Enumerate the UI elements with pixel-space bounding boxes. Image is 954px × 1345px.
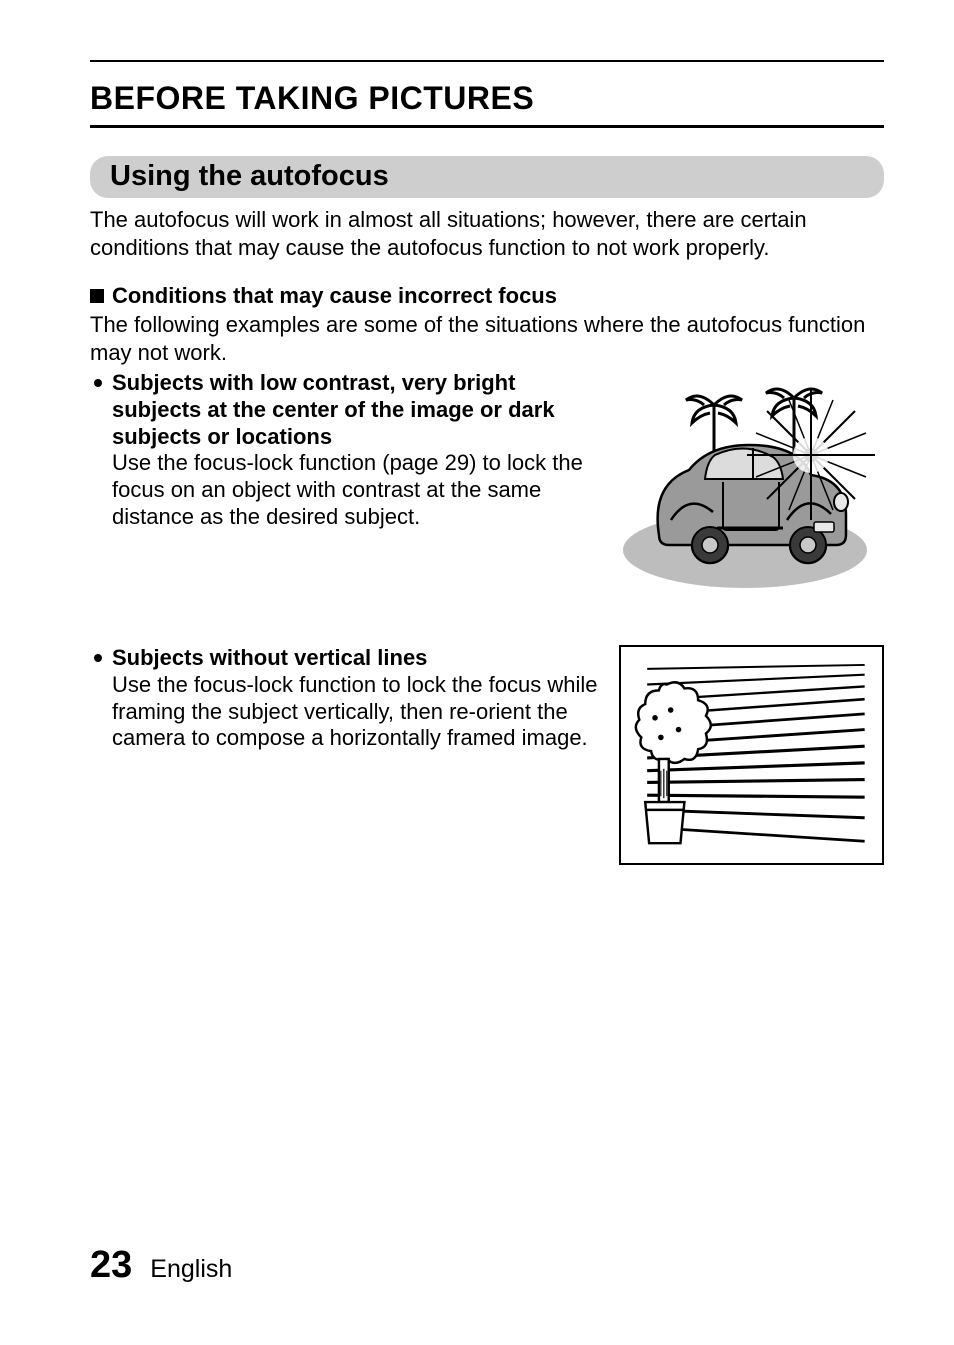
bullet-body: Use the focus-lock function to lock the …: [112, 672, 597, 751]
bullet-item: Subjects without vertical lines Use the …: [90, 645, 884, 865]
sub-heading: Conditions that may cause incorrect focu…: [90, 283, 884, 309]
page-title: BEFORE TAKING PICTURES: [90, 80, 884, 117]
bullet-text: Subjects without vertical lines Use the …: [90, 645, 599, 752]
intro-text: The autofocus will work in almost all si…: [90, 206, 884, 261]
sub-intro-text: The following examples are some of the s…: [90, 311, 884, 366]
car-glare-illustration: [619, 370, 884, 605]
language-label: English: [150, 1255, 232, 1284]
bullet-body: Use the focus-lock function (page 29) to…: [112, 450, 583, 529]
sub-heading-text: Conditions that may cause incorrect focu…: [112, 283, 557, 308]
horizontal-lines-illustration: [619, 645, 884, 865]
page-footer: 23 English: [90, 1244, 232, 1287]
bullet-text: Subjects with low contrast, very bright …: [90, 370, 599, 531]
top-rule: [90, 60, 884, 62]
square-bullet-icon: [90, 289, 104, 303]
bullet-item: Subjects with low contrast, very bright …: [90, 370, 884, 605]
bullet-title: Subjects without vertical lines: [112, 645, 427, 670]
bullet-title: Subjects with low contrast, very bright …: [112, 370, 555, 449]
page-number: 23: [90, 1244, 132, 1287]
title-rule: [90, 125, 884, 128]
section-heading: Using the autofocus: [90, 156, 884, 198]
